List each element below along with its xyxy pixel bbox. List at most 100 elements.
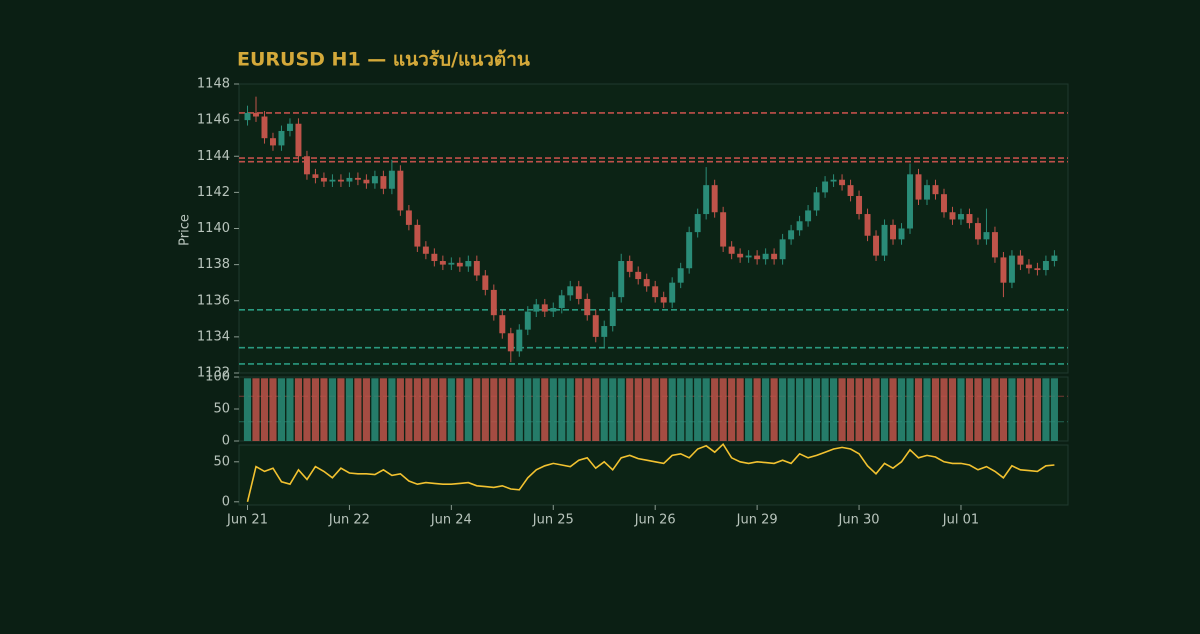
volume-bar (269, 378, 277, 441)
volume-bar (821, 378, 829, 441)
candle-body (533, 304, 540, 312)
volume-bar (277, 378, 286, 441)
volume-bar (762, 378, 770, 441)
x-tick-label: Jun 30 (838, 513, 880, 528)
volume-bar (354, 378, 362, 441)
volume-bar (694, 378, 702, 441)
y-tick-label: 1138 (197, 257, 230, 272)
volume-bar (872, 378, 880, 441)
candle-body (991, 232, 998, 258)
y-tick-label: 1148 (197, 77, 230, 92)
candle-body (286, 123, 293, 131)
x-tick-label: Jul 01 (942, 513, 979, 528)
y-tick-label: 0 (222, 494, 230, 509)
candle-body (720, 212, 727, 247)
candle-body (737, 253, 744, 258)
candle-body (592, 315, 599, 337)
candle-body (371, 176, 378, 184)
y-tick-label: 0 (222, 434, 230, 449)
x-tick-label: Jun 21 (226, 513, 268, 528)
volume-bar (337, 378, 345, 441)
volume-bar (770, 378, 778, 441)
candle-body (958, 214, 964, 220)
volume-bar (549, 378, 557, 441)
volume-bar (583, 378, 591, 441)
candle-body (626, 261, 633, 272)
volume-bar (660, 378, 668, 441)
candle-body (745, 255, 752, 258)
candle-body (686, 232, 693, 269)
volume-bar (430, 378, 438, 441)
volume-bar (685, 378, 693, 441)
volume-bar (260, 378, 269, 441)
volume-bar (855, 378, 863, 441)
candle-body (728, 246, 735, 254)
candle-body (813, 192, 820, 211)
candle-body (303, 156, 310, 175)
candle-body (805, 210, 812, 222)
candle-body (507, 333, 514, 352)
candle-body (1000, 257, 1007, 283)
y-axis-label: Price (178, 214, 193, 246)
candle-body (941, 194, 947, 213)
candle-body (1051, 255, 1058, 262)
candle-body (490, 289, 497, 316)
candle-body (253, 112, 259, 117)
volume-bar (923, 378, 931, 441)
candle-body (703, 185, 710, 215)
volume-bar (991, 378, 999, 441)
candle-body (1042, 261, 1049, 271)
y-tick-label: 1132 (197, 366, 230, 381)
panel (238, 444, 1069, 506)
volume-bar (405, 378, 413, 441)
candle-body (1017, 255, 1024, 265)
volume-bar (982, 378, 991, 441)
volume-bar (1008, 378, 1016, 441)
candle-body (550, 307, 557, 312)
volume-bar (813, 378, 821, 441)
candle-body (907, 174, 913, 229)
candle-body (380, 176, 387, 189)
volume-bar (940, 378, 948, 441)
candle-body (694, 214, 701, 233)
candle-body (898, 228, 905, 240)
candle-body (499, 315, 506, 334)
volume-bar (345, 378, 353, 441)
candle-body (779, 239, 786, 260)
volume-bar (668, 378, 676, 441)
volume-bar (880, 378, 889, 441)
volume-bar (1016, 378, 1025, 441)
volume-bar (609, 378, 617, 441)
x-tick-label: Jun 24 (430, 513, 472, 528)
panel (238, 83, 1069, 374)
y-tick-label: 1144 (197, 149, 230, 164)
y-tick-label: 1142 (197, 185, 230, 200)
candle-body (915, 174, 922, 200)
candle-body (363, 179, 370, 184)
y-tick-label: 1146 (197, 113, 230, 128)
candle-body (609, 297, 616, 327)
candle-body (584, 298, 591, 316)
candle-body (711, 185, 718, 213)
candle-body (864, 214, 871, 236)
volume-bar (303, 378, 311, 441)
candle-body (983, 232, 990, 240)
candle-body (847, 185, 854, 196)
candle-body (822, 181, 829, 193)
volume-bar (413, 378, 421, 441)
volume-bar (422, 378, 430, 441)
volume-bar (846, 378, 855, 441)
candle-body (796, 221, 803, 231)
volume-bar (566, 378, 574, 441)
x-tick-label: Jun 29 (736, 513, 778, 528)
candle-body (541, 304, 548, 312)
volume-bar (651, 378, 659, 441)
candle-body (601, 326, 608, 337)
chart-title: EURUSD H1 — แนวรับ/แนวต้าน (237, 49, 530, 71)
volume-bar (379, 378, 387, 441)
volume-bar (447, 378, 455, 441)
volume-bar (592, 378, 600, 441)
volume-bar (481, 378, 489, 441)
